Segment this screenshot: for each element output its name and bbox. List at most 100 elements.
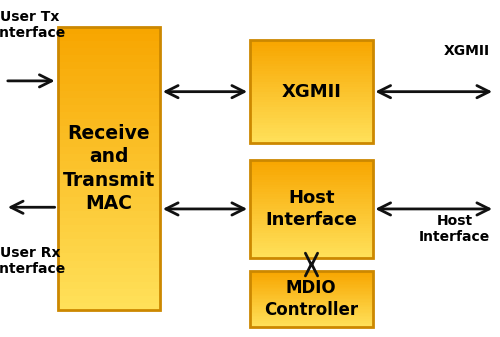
Bar [250, 216, 372, 219]
Bar [250, 53, 372, 56]
Bar [250, 296, 372, 298]
Bar [250, 281, 372, 282]
Bar [250, 117, 372, 120]
Bar [58, 239, 160, 246]
Bar [250, 221, 372, 224]
Bar [250, 245, 372, 248]
Bar [250, 206, 372, 209]
Bar [250, 286, 372, 288]
Bar [250, 248, 372, 250]
Bar [58, 196, 160, 204]
Bar [250, 304, 372, 306]
Bar [250, 104, 372, 107]
Bar [58, 41, 160, 48]
Text: User Tx
Interface: User Tx Interface [0, 10, 66, 40]
Bar [58, 211, 160, 218]
Bar [250, 135, 372, 138]
Bar [250, 61, 372, 64]
Bar [250, 187, 372, 189]
Bar [250, 226, 372, 228]
Bar [250, 310, 372, 312]
Bar [250, 133, 372, 135]
Bar [250, 73, 372, 76]
Bar [250, 125, 372, 128]
Bar [250, 102, 372, 105]
Bar [250, 278, 372, 280]
Bar [250, 292, 372, 294]
Bar [250, 45, 372, 48]
Bar [58, 147, 160, 154]
Bar [250, 84, 372, 87]
Bar [250, 115, 372, 118]
Bar [250, 68, 372, 71]
Bar [250, 179, 372, 182]
Bar [58, 104, 160, 112]
Bar [250, 283, 372, 285]
Bar [250, 303, 372, 305]
Bar [250, 97, 372, 99]
Bar [250, 209, 372, 211]
Bar [250, 240, 372, 243]
Bar [58, 48, 160, 55]
Bar [58, 126, 160, 133]
Text: Host
Interface: Host Interface [419, 214, 490, 244]
Bar [250, 99, 372, 102]
Bar [250, 324, 372, 326]
Bar [58, 274, 160, 282]
Bar [58, 140, 160, 147]
Bar [250, 311, 372, 313]
Bar [250, 214, 372, 216]
Bar [250, 94, 372, 97]
Bar [250, 182, 372, 185]
Bar [250, 293, 372, 295]
Bar [58, 182, 160, 190]
Bar [58, 119, 160, 126]
Bar [58, 296, 160, 303]
Bar [250, 275, 372, 277]
Bar [250, 295, 372, 296]
Bar [250, 317, 372, 318]
Bar [58, 232, 160, 239]
Bar [250, 272, 372, 274]
Bar [250, 307, 372, 309]
Bar [250, 167, 372, 170]
Bar [250, 43, 372, 45]
Bar [250, 81, 372, 84]
Bar [58, 69, 160, 76]
Bar [250, 66, 372, 69]
Bar [250, 250, 372, 253]
Bar [250, 315, 372, 317]
Bar [58, 246, 160, 253]
Bar [250, 218, 372, 221]
Bar [250, 110, 372, 113]
Bar [250, 120, 372, 123]
Bar [250, 79, 372, 82]
Bar [250, 140, 372, 143]
Bar [250, 290, 372, 292]
Bar [250, 299, 372, 301]
Bar [250, 177, 372, 180]
Bar [250, 138, 372, 141]
Bar [250, 194, 372, 197]
Bar [250, 238, 372, 241]
Bar [250, 112, 372, 115]
Bar [58, 168, 160, 176]
Bar [250, 199, 372, 202]
Bar [250, 271, 372, 327]
Bar [250, 271, 372, 273]
Bar [250, 300, 372, 302]
Bar [58, 161, 160, 168]
Bar [250, 201, 372, 204]
Bar [250, 255, 372, 258]
Bar [58, 27, 160, 34]
Bar [250, 325, 372, 327]
Bar [58, 303, 160, 310]
Bar [250, 86, 372, 89]
Bar [250, 211, 372, 214]
Bar [250, 289, 372, 291]
Bar [250, 313, 372, 314]
Bar [250, 40, 372, 143]
Bar [250, 297, 372, 299]
Bar [250, 122, 372, 125]
Text: Host
Interface: Host Interface [266, 189, 357, 229]
